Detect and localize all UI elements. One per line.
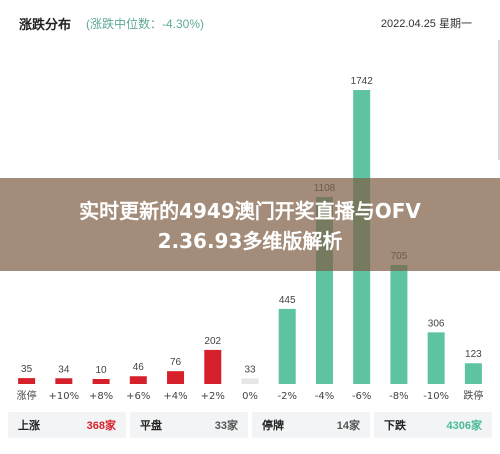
bar xyxy=(92,379,110,384)
card-header: 涨跌分布 (涨跌中位数：-4.30%) 2022.04.25 星期一 xyxy=(0,0,500,40)
x-tick-label: 0% xyxy=(242,391,258,402)
bar xyxy=(390,265,408,384)
overlay-line-1: 实时更新的4949澳门开奖直播与OFV xyxy=(79,199,421,223)
bar xyxy=(204,349,222,384)
x-tick-label: 涨停 xyxy=(17,389,37,402)
bar xyxy=(278,308,296,384)
summary-flat: 平盘 33家 xyxy=(130,412,248,438)
bar xyxy=(464,363,482,384)
summary-label: 下跌 xyxy=(384,420,406,432)
date-label: 2022.04.25 星期一 xyxy=(380,18,472,30)
bar-value-label: 10 xyxy=(96,365,108,376)
overlay-headline: 实时更新的4949澳门开奖直播与OFV 2.36.93多维版解析 xyxy=(0,196,500,256)
bar-value-label: 445 xyxy=(279,295,296,306)
bar xyxy=(55,378,73,384)
x-tick-label: +10% xyxy=(49,391,80,402)
overlay-line-2: 2.36.93多维版解析 xyxy=(157,229,343,253)
x-tick-label: +2% xyxy=(201,391,225,402)
summary-up: 上涨 368家 xyxy=(8,412,126,438)
summary-bar: 上涨 368家 平盘 33家 停牌 14家 下跌 4306家 xyxy=(8,412,492,438)
bar-value-label: 76 xyxy=(170,357,182,368)
bar xyxy=(241,378,259,384)
bar-value-label: 123 xyxy=(465,349,482,360)
x-tick-label: -2% xyxy=(277,391,296,402)
summary-label: 平盘 xyxy=(140,420,162,432)
bar-value-label: 34 xyxy=(58,364,70,375)
x-tick-label: -10% xyxy=(423,391,449,402)
summary-label: 停牌 xyxy=(262,420,284,432)
bar-value-label: 202 xyxy=(204,336,221,347)
x-tick-label: -4% xyxy=(315,391,334,402)
bar xyxy=(18,378,36,384)
summary-value: 4306家 xyxy=(446,420,482,432)
x-tick-label: -6% xyxy=(352,391,371,402)
bar xyxy=(427,332,445,384)
summary-label: 上涨 xyxy=(18,420,40,432)
summary-down: 下跌 4306家 xyxy=(374,412,492,438)
distribution-bar-chart: 35 涨停 34 +10% 10 +8% 46 +6% 76 +4% 202 +2% 33 0% 445 -2… xyxy=(17,76,484,402)
bar-value-label: 33 xyxy=(244,364,256,375)
bar-value-label: 46 xyxy=(133,362,145,373)
x-tick-label: +4% xyxy=(163,391,187,402)
x-tick-label: 跌停 xyxy=(463,389,483,402)
bar-value-label: 1742 xyxy=(351,76,374,87)
x-tick-label: +6% xyxy=(126,391,150,402)
x-tick-label: +8% xyxy=(89,391,113,402)
bar-value-label: 35 xyxy=(21,364,33,375)
summary-halt: 停牌 14家 xyxy=(252,412,370,438)
summary-value: 368家 xyxy=(86,420,116,432)
scroll-edge xyxy=(498,40,500,160)
x-tick-label: -8% xyxy=(389,391,408,402)
median-change-subtitle: (涨跌中位数：-4.30%) xyxy=(86,17,205,31)
summary-value: 33家 xyxy=(214,420,238,432)
bar-value-label: 306 xyxy=(428,318,445,329)
title-overlay-band xyxy=(0,178,500,271)
bar xyxy=(167,371,185,384)
summary-value: 14家 xyxy=(336,420,360,432)
bar xyxy=(129,376,147,384)
card-title: 涨跌分布 xyxy=(19,17,72,32)
